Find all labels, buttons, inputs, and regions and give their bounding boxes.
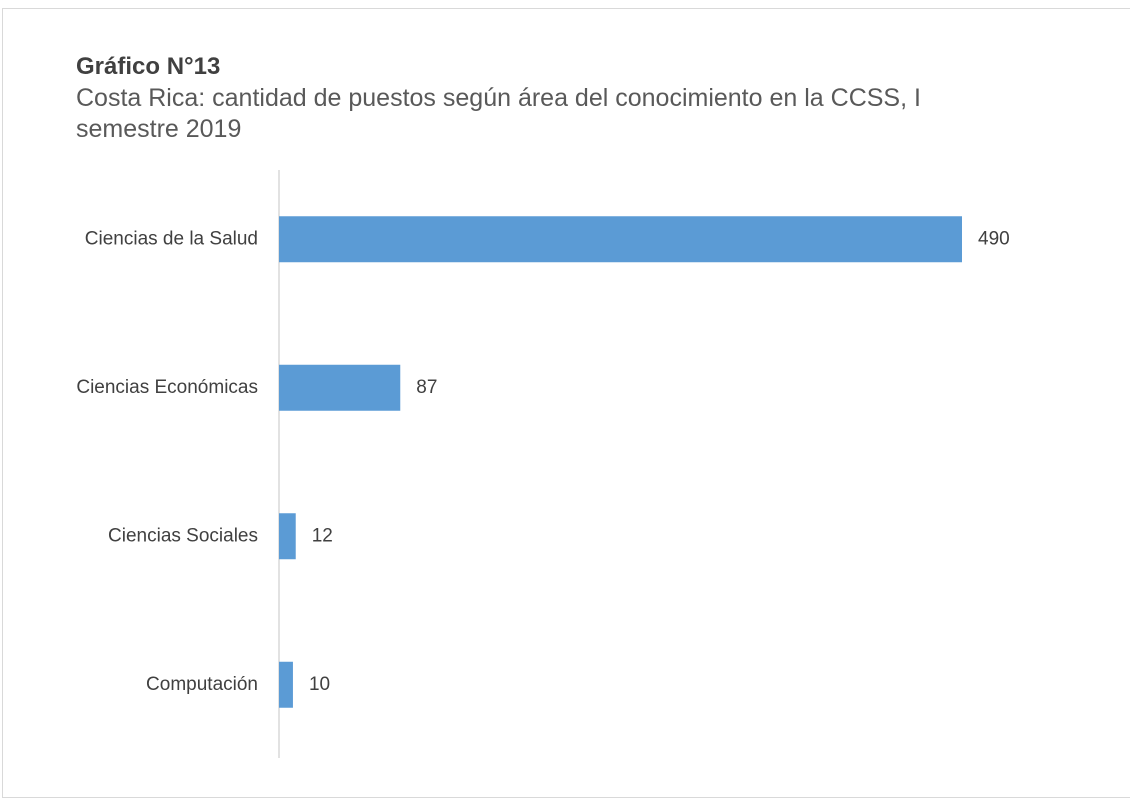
y-tick-label: Ciencias de la Salud — [85, 228, 258, 249]
y-tick-label: Ciencias Económicas — [76, 377, 258, 398]
data-label: 10 — [309, 674, 330, 695]
y-tick-label: Ciencias Sociales — [108, 525, 258, 546]
bar — [279, 364, 401, 411]
page: Gráfico N°13 Costa Rica: cantidad de pue… — [2, 8, 1130, 798]
chart-title: Gráfico N°13 — [76, 53, 221, 80]
bar — [279, 513, 296, 560]
bar — [279, 661, 293, 708]
bar — [279, 216, 962, 263]
y-tick-label: Computación — [146, 674, 258, 695]
data-label: 87 — [416, 377, 437, 398]
data-label: 490 — [978, 228, 1010, 249]
data-label: 12 — [312, 525, 333, 546]
chart-subtitle: Costa Rica: cantidad de puestos según ár… — [76, 84, 921, 143]
chart: Ciencias de la Salud 490 Ciencias Económic… — [76, 170, 1010, 758]
